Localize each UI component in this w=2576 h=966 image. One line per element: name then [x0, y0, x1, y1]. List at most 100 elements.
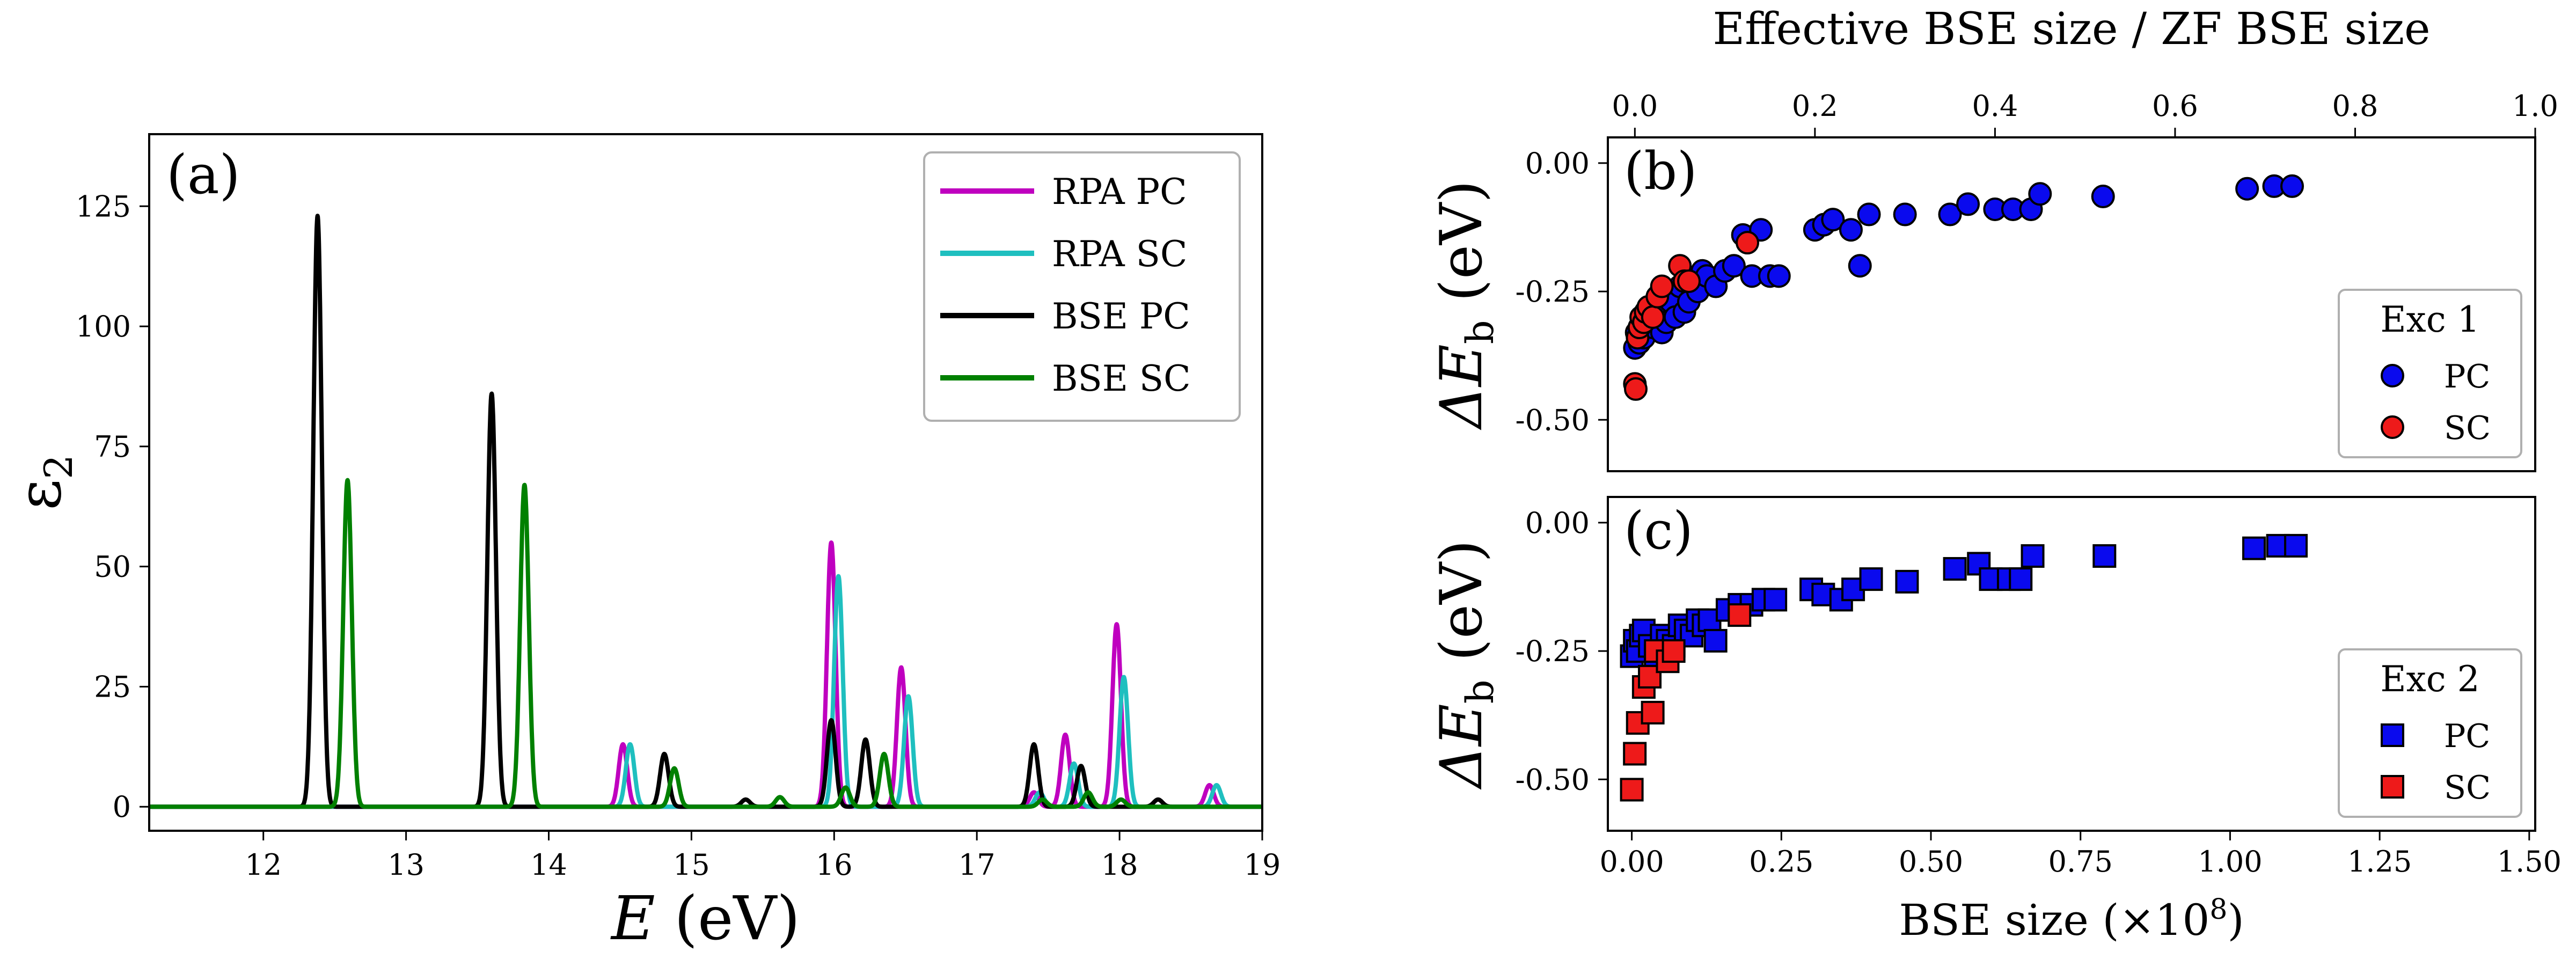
top-x-tick-label: 0.6	[2152, 89, 2198, 123]
point-pc	[1703, 628, 1728, 653]
y-tick-label: 100	[76, 310, 131, 343]
legend-label: BSE PC	[1052, 296, 1190, 337]
point-pc	[1821, 208, 1845, 232]
point-pc	[2028, 182, 2052, 206]
y-tick-label: 0.00	[1525, 147, 1590, 180]
top-x-tick-label: 0.8	[2332, 89, 2379, 123]
point-pc	[1839, 218, 1863, 242]
legend-b	[2338, 289, 2522, 458]
x-tick-label: 0.50	[1899, 845, 1963, 879]
point-sc	[1641, 700, 1665, 724]
point-sc	[1677, 269, 1701, 293]
x-tick-label: 12	[245, 848, 282, 882]
legend-marker	[2381, 364, 2404, 387]
y-tick-label: 50	[94, 550, 131, 584]
y-tick-label: 0.00	[1525, 506, 1590, 540]
point-pc	[1767, 264, 1791, 288]
y-tick-label: 125	[76, 189, 131, 223]
top-x-tick-label: 0.4	[1972, 89, 2018, 123]
series-line-rpa-pc	[149, 540, 1262, 809]
panel-label-a: (a)	[166, 143, 240, 206]
point-sc	[1624, 377, 1648, 401]
legend-title: Exc 1	[2380, 299, 2479, 340]
x-tick-label: 17	[958, 848, 996, 882]
point-pc	[1956, 192, 1980, 216]
top-x-tick-label: 0.0	[1612, 89, 1658, 123]
x-tick-label: 1.25	[2347, 845, 2412, 879]
point-sc	[1650, 274, 1674, 298]
point-pc	[1943, 557, 1967, 581]
x-tick-label: 14	[530, 848, 567, 882]
legend-a	[923, 151, 1241, 422]
legend-label: SC	[2444, 409, 2491, 447]
point-pc	[2242, 536, 2266, 560]
legend-label: SC	[2444, 769, 2491, 807]
panel-label-c: (c)	[1624, 501, 1693, 561]
legend-marker	[2381, 775, 2404, 799]
y-axis-label: ΔEb (eV)	[1428, 540, 1502, 790]
y-tick-label: 0	[113, 790, 131, 824]
y-axis-label: ΔEb (eV)	[1428, 180, 1502, 430]
plot-frame-a	[148, 133, 1263, 832]
x-tick-label: 1.00	[2198, 845, 2262, 879]
legend-label: PC	[2444, 718, 2490, 755]
point-pc	[1859, 567, 1883, 591]
point-pc	[2092, 544, 2117, 568]
plot-frame-b	[1607, 136, 2536, 472]
point-sc	[1728, 603, 1752, 627]
point-pc	[1848, 254, 1872, 278]
point-sc	[1662, 639, 1686, 663]
x-tick-label: 18	[1101, 848, 1138, 882]
point-pc	[2021, 544, 2045, 568]
y-tick-label: 75	[94, 430, 131, 464]
point-pc	[1893, 202, 1917, 226]
point-sc	[1623, 742, 1647, 766]
point-sc	[1620, 778, 1644, 802]
point-pc	[1938, 202, 1962, 226]
point-pc	[2009, 567, 2033, 591]
legend-marker	[2381, 723, 2404, 747]
point-sc	[1641, 305, 1665, 329]
series-line-rpa-sc	[149, 574, 1262, 809]
panel-label-b: (b)	[1624, 141, 1697, 201]
y-tick-label: -0.25	[1516, 634, 1590, 668]
legend-label: BSE SC	[1052, 358, 1191, 399]
point-pc	[1857, 202, 1881, 226]
x-tick-label: 19	[1244, 848, 1281, 882]
legend-title: Exc 2	[2380, 658, 2479, 700]
panel-c: 0.00 -0.25 -0.50 0.00 0.25 0.50 0.75 1.00 1.25 1.…	[1428, 496, 2562, 945]
y-axis-label: ε2	[5, 455, 81, 510]
x-tick-label: 0.75	[2048, 845, 2113, 879]
y-tick-label: 25	[94, 670, 131, 704]
point-pc	[1763, 588, 1788, 612]
panel-b: 0.00 -0.25 -0.50 0.0 0.2 0.4 0.6 0.8 1.0 Effectiv…	[1428, 4, 2558, 472]
x-tick-label: 16	[816, 848, 853, 882]
x-tick-label: 0.25	[1749, 845, 1813, 879]
x-tick-label: 0.00	[1599, 845, 1664, 879]
point-pc	[2235, 177, 2259, 201]
point-pc	[1895, 569, 1919, 594]
point-pc	[1722, 254, 1746, 278]
point-sc	[1736, 231, 1760, 255]
point-pc	[2284, 533, 2308, 558]
point-pc	[2091, 185, 2115, 209]
top-x-axis-label: Effective BSE size / ZF BSE size	[1713, 4, 2430, 55]
x-tick-label: 15	[673, 848, 710, 882]
x-tick-label: 1.50	[2497, 845, 2562, 879]
x-tick-label: 13	[387, 848, 425, 882]
panel-a: 12 13 14 15 16 17 18 19 0 25 50 75 100 125 E (eV) ε2 (a)…	[5, 133, 1281, 954]
y-tick-label: -0.50	[1516, 763, 1590, 796]
plot-frame-c	[1607, 496, 2536, 832]
legend-label: RPA PC	[1052, 171, 1187, 213]
x-axis-label: E (eV)	[610, 884, 800, 954]
y-tick-label: -0.50	[1516, 403, 1590, 437]
legend-label: RPA SC	[1052, 233, 1187, 275]
legend-label: PC	[2444, 358, 2490, 396]
top-x-tick-label: 0.2	[1792, 89, 1838, 123]
point-pc	[2280, 174, 2304, 198]
legend-marker	[2381, 415, 2404, 439]
x-axis-label: BSE size (×108)	[1899, 894, 2244, 945]
top-x-tick-label: 1.0	[2512, 89, 2558, 123]
y-tick-label: -0.25	[1516, 275, 1590, 309]
